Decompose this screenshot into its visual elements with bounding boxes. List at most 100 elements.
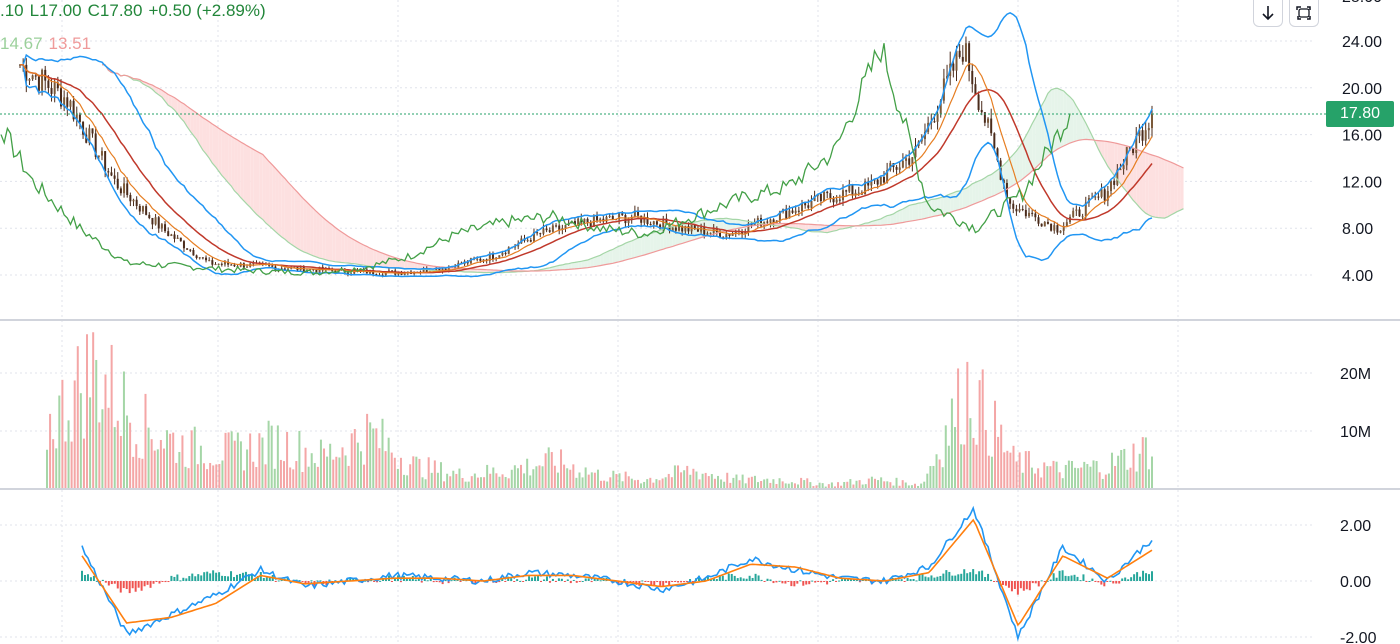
cloud-segment [833,225,837,232]
candle-body [769,219,772,223]
macd-panel[interactable] [81,505,1153,642]
cloud-segment [805,224,809,231]
candle-body [63,97,66,107]
macd-histogram-bar [742,578,745,581]
cloud-segment [265,158,270,226]
macd-histogram-bar [1085,581,1088,582]
candle-body [882,176,885,183]
volume-bar [1114,465,1117,489]
candle-body [488,253,491,261]
candle-body [309,268,312,271]
macd-histogram-bar [131,581,134,589]
candle-body [1062,225,1065,231]
volume-bar [70,441,73,489]
candle-body [586,218,589,223]
macd-histogram-bar [963,569,966,581]
candle-body [1113,180,1116,185]
macd-histogram-bar [849,578,852,581]
macd-histogram-bar [89,577,92,581]
macd-histogram-bar [1151,571,1153,581]
price-panel[interactable] [0,11,1184,278]
candle-body [599,218,602,221]
macd-histogram-bar [817,581,820,582]
volume-bar [954,427,957,489]
volume-bar [252,461,255,489]
cloud-segment [480,269,484,273]
volume-bar [984,429,987,489]
volume-bar [101,409,104,489]
volume-bar [359,451,362,489]
volume-bar [261,437,264,489]
macd-histogram-bar [1046,580,1049,582]
cloud-segment [1129,146,1134,201]
volume-bar [772,479,775,489]
cloud-segment [798,223,802,230]
macd-histogram-bar [501,577,504,581]
cloud-segment [316,211,320,259]
macd-histogram-bar [301,581,304,582]
candle-body [78,114,81,122]
candle-body [621,213,624,216]
candle-body [936,113,939,122]
candle-body [1031,212,1034,214]
volume-bar [329,443,332,489]
macd-histogram-bar [137,581,140,588]
macd-histogram-bar [233,577,236,581]
volume-panel[interactable] [46,332,1153,489]
macd-histogram-bar [718,575,721,581]
volume-bar [612,470,615,489]
macd-histogram-bar [653,581,656,586]
macd-histogram-bar [787,581,790,582]
candle-body [857,192,860,194]
macd-histogram-bar [176,574,179,581]
macd-histogram-bar [587,578,590,581]
candle-body [482,259,485,261]
candle-body [573,221,576,225]
fast-average-line [19,62,1153,274]
macd-histogram-bar [954,575,957,581]
cloud-segment [959,189,963,210]
macd-tick-label: -2.00 [1340,630,1377,644]
macd-histogram-bar [307,581,310,583]
volume-bar [978,380,981,489]
candle-body [1138,130,1141,137]
candle-body [69,100,72,107]
fullscreen-button[interactable] [1289,0,1319,27]
volume-bar [713,478,716,489]
macd-histogram-bar [1121,578,1124,581]
volume-bar [387,437,390,489]
volume-bar [640,483,643,489]
candle-body [526,240,529,242]
candle-body [331,269,334,271]
macd-histogram-bar [203,572,206,581]
volume-bar [202,463,205,489]
volume-bar [689,474,692,489]
volume-bar [886,481,889,489]
macd-histogram-bar [390,581,393,582]
candle-body [164,224,167,232]
cloud-segment [190,108,194,136]
macd-histogram-bar [733,575,736,581]
volume-bar [723,481,726,489]
cloud-segment [1177,165,1181,212]
candle-body [268,264,271,266]
download-button[interactable] [1253,0,1283,27]
volume-bar [341,447,344,489]
macd-histogram-bar [960,573,963,581]
volume-bar [513,465,516,489]
macd-histogram-bar [265,577,268,581]
macd-histogram-bar [408,577,411,581]
volume-bar [307,466,310,489]
candle-body [659,224,662,229]
candle-body [914,146,917,158]
volume-bar [1120,450,1123,489]
volume-bar [433,460,436,489]
macd-histogram-bar [996,581,999,583]
cloud-segment [606,250,610,265]
volume-bar [652,482,655,489]
volume-bar [630,478,633,489]
volume-bar [778,478,781,489]
candle-body [381,274,384,276]
volume-bar [1077,468,1080,489]
